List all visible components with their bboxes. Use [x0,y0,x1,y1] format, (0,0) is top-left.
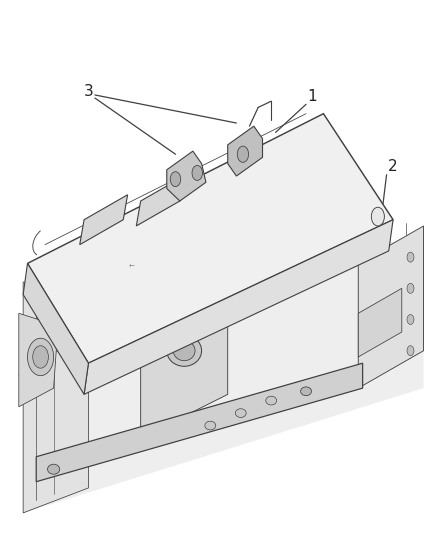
Text: 1: 1 [308,88,318,104]
Ellipse shape [266,396,277,405]
Circle shape [407,346,414,356]
Text: 3: 3 [84,84,93,99]
Polygon shape [28,114,393,363]
Text: ←: ← [129,263,135,270]
Polygon shape [228,126,262,176]
Circle shape [28,338,53,376]
Polygon shape [36,363,363,482]
Polygon shape [23,263,88,394]
Polygon shape [167,151,206,201]
Circle shape [407,314,414,325]
Polygon shape [19,313,58,407]
Polygon shape [136,176,184,226]
Ellipse shape [173,341,195,361]
Ellipse shape [205,421,216,430]
Polygon shape [80,195,127,245]
Polygon shape [358,288,402,357]
Circle shape [237,146,249,163]
Ellipse shape [47,464,60,474]
Circle shape [192,165,202,180]
Circle shape [371,207,385,226]
Polygon shape [23,238,424,513]
Polygon shape [141,301,228,438]
Polygon shape [84,220,393,394]
Polygon shape [23,282,88,513]
Ellipse shape [167,335,201,366]
Text: 2: 2 [387,159,397,174]
Circle shape [407,284,414,293]
Circle shape [407,252,414,262]
Circle shape [170,172,181,187]
Circle shape [33,346,48,368]
Ellipse shape [235,409,246,417]
Polygon shape [358,226,424,388]
Ellipse shape [300,387,311,395]
